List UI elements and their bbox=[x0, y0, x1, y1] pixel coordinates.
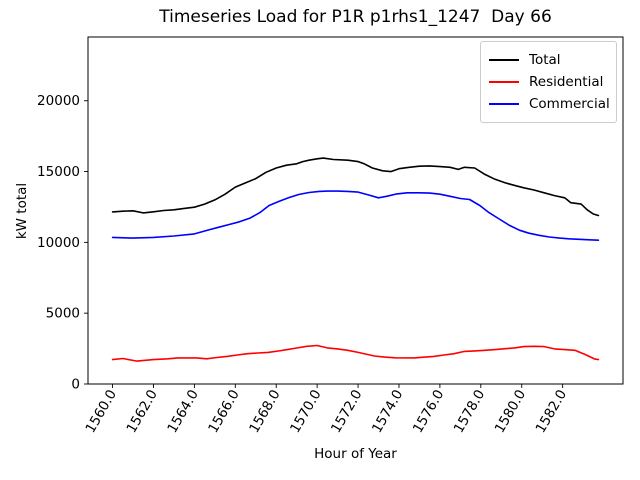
series-line-total bbox=[111, 157, 600, 217]
y-tick-label: 10000 bbox=[37, 235, 80, 251]
y-axis-label: kW total bbox=[14, 182, 30, 240]
x-tick-label: 1564.0 bbox=[164, 387, 201, 436]
legend-line-sample bbox=[489, 59, 519, 61]
x-tick-label: 1562.0 bbox=[123, 387, 160, 436]
x-tick-label: 1566.0 bbox=[205, 387, 242, 436]
chart-title: Timeseries Load for P1R p1rhs1_1247 Day … bbox=[159, 7, 552, 27]
legend-label: Total bbox=[529, 52, 561, 68]
x-tick-label: 1582.0 bbox=[533, 387, 570, 436]
y-tick-label: 20000 bbox=[37, 93, 80, 109]
y-tick-label: 15000 bbox=[37, 164, 80, 180]
x-tick-label: 1578.0 bbox=[451, 387, 488, 436]
legend-line-sample bbox=[489, 103, 519, 105]
legend-label: Commercial bbox=[529, 96, 610, 112]
series-line-commercial bbox=[111, 190, 600, 241]
x-tick-label: 1560.0 bbox=[83, 387, 120, 436]
legend-label: Residential bbox=[529, 74, 604, 90]
legend-line-sample bbox=[489, 81, 519, 83]
legend-item-total: Total bbox=[489, 49, 607, 71]
axes-frame bbox=[87, 36, 624, 385]
x-axis-label: Hour of Year bbox=[314, 446, 397, 462]
y-tick-label: 0 bbox=[71, 377, 80, 393]
legend-item-residential: Residential bbox=[489, 71, 607, 93]
series-line-residential bbox=[111, 344, 600, 362]
legend: Total Residential Commercial bbox=[480, 41, 617, 123]
x-tick-label: 1580.0 bbox=[492, 387, 529, 436]
x-tick-label: 1572.0 bbox=[328, 387, 365, 436]
x-tick-label: 1570.0 bbox=[287, 387, 324, 436]
legend-item-commercial: Commercial bbox=[489, 93, 610, 115]
x-tick-label: 1568.0 bbox=[246, 387, 283, 436]
y-tick-label: 5000 bbox=[46, 306, 80, 322]
x-tick-label: 1576.0 bbox=[410, 387, 447, 436]
x-tick-label: 1574.0 bbox=[369, 387, 406, 436]
